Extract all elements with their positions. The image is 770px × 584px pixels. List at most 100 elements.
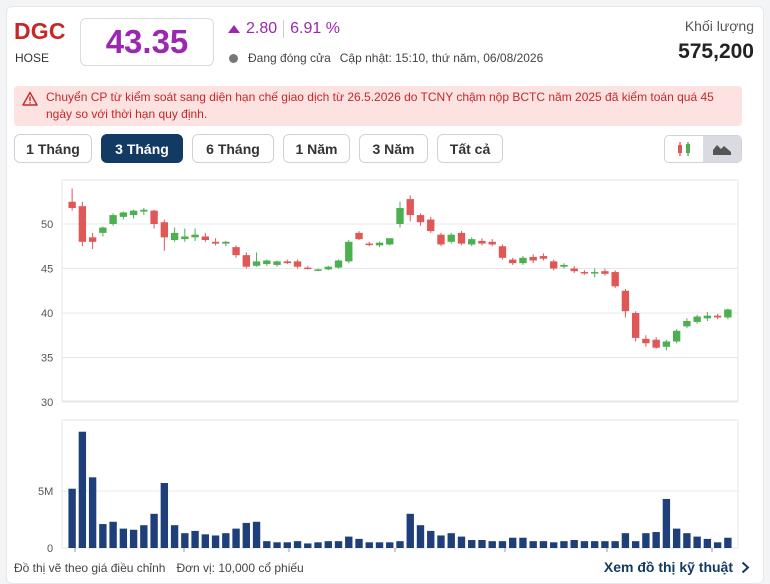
volume-bar xyxy=(519,537,527,548)
volume-bar xyxy=(652,532,660,548)
volume-bar xyxy=(457,536,466,548)
volume-bar xyxy=(170,525,179,548)
volume-bar xyxy=(642,533,650,548)
status-dot-icon xyxy=(229,53,238,63)
volume-bar xyxy=(406,513,414,548)
candle-body xyxy=(631,313,640,338)
candlestick-icon[interactable] xyxy=(665,136,703,162)
candle-body xyxy=(191,234,199,238)
volume-bar xyxy=(724,537,732,548)
volume-value: 575,200 xyxy=(678,40,754,63)
volume-bar xyxy=(222,533,230,548)
market-status: Đang đóng cửa Cập nhật: 15:10, thứ năm, … xyxy=(229,51,543,65)
tab-6-months[interactable]: 6 Tháng xyxy=(192,134,274,163)
volume-bar xyxy=(447,533,455,548)
volume-bar xyxy=(304,543,312,548)
candle-body xyxy=(672,330,681,342)
candle-body xyxy=(304,267,312,270)
candle-body xyxy=(78,206,87,242)
price-tick-label: 30 xyxy=(41,397,53,409)
volume-bar xyxy=(140,525,148,548)
volume-bar xyxy=(273,542,281,548)
tab-1-year[interactable]: 1 Năm xyxy=(283,134,350,163)
candle-body xyxy=(457,232,466,244)
tab-3-years[interactable]: 3 Năm xyxy=(359,134,428,163)
volume-bar xyxy=(129,529,138,548)
volume-bar xyxy=(283,542,291,548)
candle-body xyxy=(611,272,619,287)
volume-bar xyxy=(232,528,240,548)
candle-body xyxy=(314,269,322,271)
price-panel xyxy=(61,179,739,402)
candle-body xyxy=(509,259,517,264)
candle-body xyxy=(324,266,332,270)
candle-body xyxy=(150,210,158,224)
candle-body xyxy=(365,243,373,246)
candle-body xyxy=(703,315,712,319)
volume-bar xyxy=(99,524,107,548)
technical-chart-link[interactable]: Xem đồ thị kỹ thuật xyxy=(604,559,750,575)
volume-bar xyxy=(252,521,261,548)
candle-body xyxy=(478,240,486,244)
candle-body xyxy=(375,242,384,246)
volume-bar xyxy=(478,540,486,548)
candle-body xyxy=(283,261,291,264)
candle-body xyxy=(140,209,148,212)
volume-bar xyxy=(365,542,373,548)
candle-body xyxy=(406,199,414,216)
volume-bar xyxy=(437,535,445,548)
candle-body xyxy=(652,339,660,348)
exchange-label: HOSE xyxy=(15,51,50,65)
candle-body xyxy=(386,238,394,245)
volume-bar xyxy=(201,534,210,548)
candle-body xyxy=(724,309,732,318)
volume-bar xyxy=(242,522,250,548)
candle-body xyxy=(529,256,537,261)
warning-icon xyxy=(22,91,38,106)
candle-body xyxy=(170,232,179,241)
volume-bar xyxy=(703,538,712,548)
candle-body xyxy=(119,212,128,217)
volume-bar xyxy=(570,540,578,548)
warning-text: Chuyển CP từ kiểm soát sang diện hạn chế… xyxy=(46,90,714,121)
chevron-right-icon xyxy=(741,561,750,573)
volume-bar xyxy=(611,541,619,548)
volume-bar xyxy=(160,483,169,548)
tab-1-month[interactable]: 1 Tháng xyxy=(14,134,92,163)
volume-bar xyxy=(509,537,517,548)
warning-banner: Chuyển CP từ kiểm soát sang diện hạn chế… xyxy=(14,86,742,126)
volume-bar xyxy=(263,541,271,548)
tab-all[interactable]: Tất cả xyxy=(437,134,503,163)
volume-bar xyxy=(119,528,128,548)
volume-bar xyxy=(672,528,681,548)
candle-body xyxy=(416,215,425,223)
volume-bar xyxy=(468,540,476,548)
volume-bar xyxy=(211,535,220,548)
chart-footer: Đồ thị vẽ theo giá điều chỉnh Đơn vị: 10… xyxy=(14,561,304,575)
candle-body xyxy=(447,234,455,242)
volume-bar xyxy=(78,431,87,548)
candle-body xyxy=(621,290,630,312)
candle-body xyxy=(498,246,507,258)
candle-body xyxy=(642,338,650,344)
candle-body xyxy=(201,236,210,241)
volume-bar xyxy=(713,542,722,548)
volume-bar xyxy=(498,541,507,548)
volume-bar xyxy=(590,541,599,548)
volume-bar xyxy=(334,541,343,548)
tab-3-months[interactable]: 3 Tháng xyxy=(101,134,183,163)
volume-bar xyxy=(488,541,496,548)
candle-body xyxy=(550,261,558,269)
area-chart-icon[interactable] xyxy=(703,136,741,162)
candle-body xyxy=(468,239,476,245)
divider xyxy=(283,20,285,38)
change-percent: 6.91 % xyxy=(290,20,340,37)
price-change: 2.80 6.91 % xyxy=(228,20,340,38)
volume-bar xyxy=(324,541,332,548)
candle-body xyxy=(396,207,404,224)
price-tick-label: 50 xyxy=(41,219,53,231)
candle-body xyxy=(693,316,701,322)
volume-bar xyxy=(181,533,189,548)
candle-body xyxy=(160,222,169,238)
